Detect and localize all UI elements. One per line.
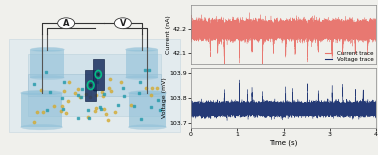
Ellipse shape [30, 75, 64, 80]
Point [154, 87, 160, 89]
Ellipse shape [129, 125, 166, 130]
Polygon shape [93, 59, 104, 90]
Ellipse shape [126, 75, 158, 80]
Point [115, 104, 121, 106]
Point [143, 69, 149, 71]
Ellipse shape [89, 84, 92, 87]
Y-axis label: Voltage (mV): Voltage (mV) [162, 78, 167, 118]
Ellipse shape [114, 18, 132, 29]
Y-axis label: Current (nA): Current (nA) [166, 15, 170, 54]
Point [58, 110, 64, 112]
Point [87, 96, 93, 99]
Point [38, 89, 44, 91]
Point [92, 110, 98, 112]
Point [72, 91, 78, 94]
Point [100, 95, 106, 98]
Point [60, 107, 66, 110]
Point [43, 70, 49, 73]
Point [79, 88, 85, 90]
Point [93, 94, 99, 96]
Ellipse shape [21, 124, 62, 130]
Point [149, 87, 155, 89]
Text: V: V [119, 19, 126, 28]
Point [66, 80, 72, 83]
Point [146, 69, 152, 71]
Point [75, 94, 81, 97]
Polygon shape [28, 74, 91, 96]
Point [121, 95, 127, 97]
Text: A: A [63, 19, 70, 28]
Point [31, 83, 37, 86]
Point [107, 78, 113, 80]
Point [103, 113, 109, 115]
Point [31, 121, 37, 124]
Point [75, 117, 81, 120]
Point [132, 105, 138, 107]
Point [61, 80, 67, 83]
Polygon shape [21, 93, 62, 127]
X-axis label: Time (s): Time (s) [269, 140, 298, 146]
Point [136, 92, 142, 94]
Point [155, 99, 161, 101]
Point [105, 119, 111, 122]
Point [85, 109, 91, 111]
Point [78, 96, 84, 98]
Point [101, 92, 107, 95]
Point [99, 91, 105, 93]
Point [101, 107, 107, 110]
Point [137, 81, 143, 84]
Point [147, 106, 153, 108]
Point [98, 106, 104, 109]
Point [65, 100, 71, 103]
Point [93, 80, 99, 83]
Point [85, 116, 91, 119]
Point [75, 88, 81, 90]
Ellipse shape [57, 18, 74, 29]
Point [128, 104, 134, 106]
Point [51, 105, 57, 107]
Ellipse shape [129, 91, 166, 95]
Polygon shape [28, 54, 161, 116]
Point [93, 107, 99, 109]
Point [112, 110, 118, 113]
Ellipse shape [30, 47, 64, 52]
Ellipse shape [97, 73, 99, 76]
Point [91, 89, 98, 91]
Point [143, 86, 149, 89]
Point [120, 86, 126, 89]
Point [61, 89, 67, 92]
Point [118, 81, 124, 84]
Polygon shape [85, 70, 96, 101]
Point [98, 108, 104, 110]
Legend: Current trace, Voltage trace: Current trace, Voltage trace [325, 51, 373, 62]
Point [77, 96, 83, 99]
Point [157, 109, 163, 111]
Polygon shape [30, 50, 64, 78]
Polygon shape [98, 74, 161, 96]
Point [149, 94, 155, 97]
Point [83, 92, 89, 95]
Polygon shape [9, 39, 180, 132]
Point [108, 90, 114, 92]
Point [44, 109, 50, 111]
Point [106, 87, 112, 89]
Point [59, 97, 65, 99]
Point [63, 112, 69, 114]
Point [47, 91, 53, 93]
Polygon shape [125, 50, 158, 78]
Point [138, 118, 144, 121]
Point [34, 111, 40, 113]
Point [86, 117, 92, 119]
Point [40, 111, 46, 113]
Point [59, 104, 65, 107]
Polygon shape [129, 93, 166, 127]
Ellipse shape [126, 47, 158, 52]
Ellipse shape [21, 90, 62, 96]
